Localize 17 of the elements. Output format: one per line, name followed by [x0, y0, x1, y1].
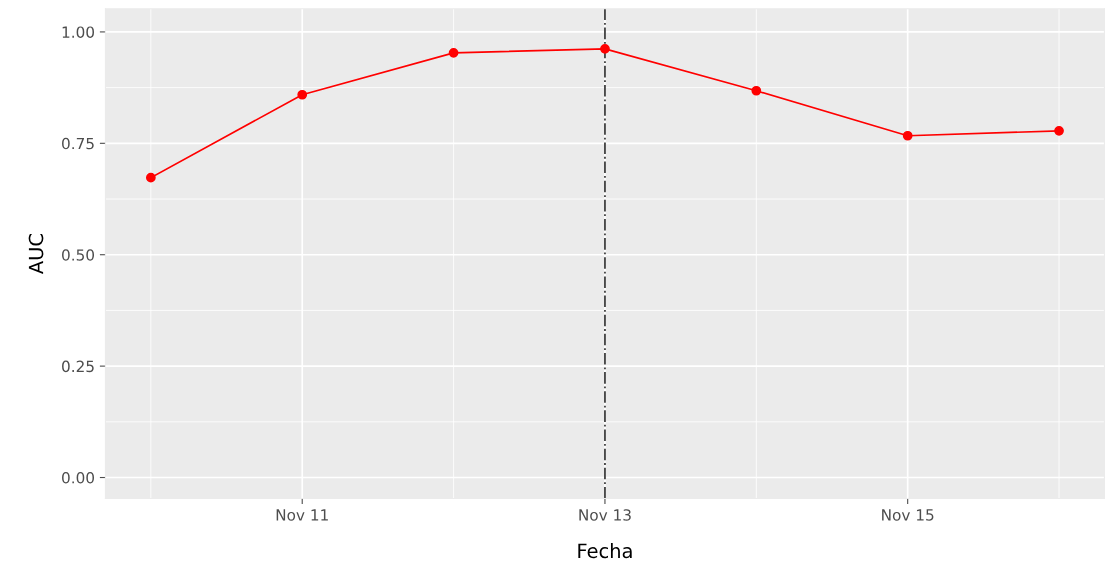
y-tick-label: 0.25: [62, 360, 94, 373]
y-tick-label: 0.50: [62, 249, 95, 261]
y-tick-label: 0.75: [62, 137, 94, 150]
point: [1054, 125, 1064, 136]
point: [600, 43, 610, 54]
x-tick-label: Nov 11: [276, 509, 328, 521]
point: [448, 47, 459, 58]
point: [145, 172, 156, 183]
y-axis-title: AUC: [28, 234, 44, 275]
x-tick-label: Nov 15: [882, 509, 934, 521]
y-tick-label: 1.00: [62, 26, 95, 38]
x-tick-label: Nov 13: [579, 509, 631, 521]
point: [751, 85, 762, 96]
y-tick-label: 0.00: [62, 471, 95, 484]
point: [902, 130, 913, 141]
point: [297, 89, 308, 100]
x-axis-title: Fecha: [578, 543, 632, 559]
